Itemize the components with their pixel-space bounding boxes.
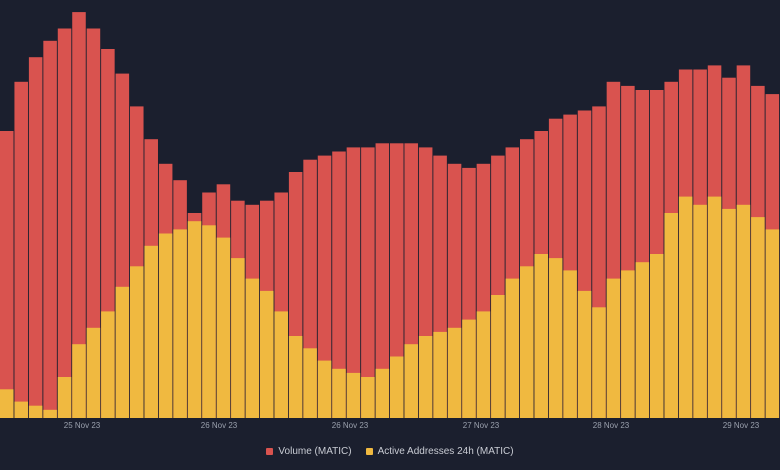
bar-active-addresses bbox=[433, 331, 447, 418]
bar-active-addresses bbox=[476, 311, 491, 418]
bar-active-addresses bbox=[303, 348, 317, 418]
legend-swatch-volume bbox=[266, 448, 274, 455]
x-tick-label: 27 Nov 23 bbox=[463, 421, 500, 430]
bar-active-addresses bbox=[707, 196, 722, 418]
bar-active-addresses bbox=[650, 254, 664, 418]
x-tick-label: 25 Nov 23 bbox=[64, 421, 101, 430]
bar-active-addresses bbox=[548, 258, 563, 418]
bar-volume bbox=[361, 147, 375, 418]
bar-active-addresses bbox=[375, 368, 390, 418]
bar-active-addresses bbox=[86, 327, 101, 418]
bar-active-addresses bbox=[505, 278, 520, 418]
bar-active-addresses bbox=[765, 229, 780, 418]
bar-volume bbox=[28, 57, 43, 418]
bar-active-addresses bbox=[101, 311, 115, 418]
bar-volume bbox=[0, 131, 14, 418]
bar-active-addresses bbox=[693, 204, 707, 418]
bar-active-addresses bbox=[72, 344, 86, 418]
bar-active-addresses bbox=[563, 270, 577, 418]
bar-volume bbox=[317, 155, 332, 418]
bar-active-addresses bbox=[274, 311, 288, 418]
bar-active-addresses bbox=[491, 295, 505, 418]
bar-volume bbox=[14, 81, 28, 419]
bar-active-addresses bbox=[115, 286, 130, 418]
bar-active-addresses bbox=[520, 266, 534, 418]
bar-active-addresses bbox=[260, 290, 274, 418]
bar-active-addresses bbox=[390, 356, 404, 418]
bar-active-addresses bbox=[317, 360, 332, 418]
bar-active-addresses bbox=[332, 368, 346, 418]
x-tick-label: 29 Nov 23 bbox=[723, 421, 760, 430]
bar-active-addresses bbox=[0, 389, 14, 418]
bar-active-addresses bbox=[635, 262, 650, 418]
bar-volume bbox=[346, 147, 361, 418]
bar-active-addresses bbox=[736, 204, 751, 418]
bars-group bbox=[0, 12, 780, 419]
bar-active-addresses bbox=[361, 377, 375, 418]
bar-volume bbox=[43, 40, 57, 419]
bar-active-addresses bbox=[592, 307, 606, 418]
bar-volume bbox=[86, 28, 101, 418]
bar-active-addresses bbox=[577, 290, 592, 418]
legend-swatch-active-addresses bbox=[365, 448, 373, 455]
x-tick-label: 28 Nov 23 bbox=[593, 421, 630, 430]
bar-active-addresses bbox=[346, 372, 361, 418]
bar-active-addresses bbox=[158, 233, 173, 418]
x-tick-label: 26 Nov 23 bbox=[201, 421, 238, 430]
bar-volume bbox=[390, 143, 404, 419]
bar-active-addresses bbox=[621, 270, 635, 418]
bar-volume bbox=[332, 151, 346, 418]
bar-active-addresses bbox=[462, 319, 476, 418]
bar-active-addresses bbox=[130, 266, 144, 418]
legend-item-active-addresses[interactable]: Active Addresses 24h (MATIC) bbox=[365, 446, 514, 457]
bar-active-addresses bbox=[245, 278, 260, 418]
bar-active-addresses bbox=[664, 213, 678, 418]
bar-volume bbox=[72, 12, 86, 418]
legend-item-volume[interactable]: Volume (MATIC) bbox=[266, 446, 352, 457]
bar-active-addresses bbox=[534, 254, 548, 418]
bar-active-addresses bbox=[418, 336, 433, 418]
bar-volume bbox=[375, 143, 390, 419]
bar-active-addresses bbox=[144, 245, 158, 418]
bar-active-addresses bbox=[202, 225, 216, 418]
bar-active-addresses bbox=[231, 258, 245, 418]
bar-active-addresses bbox=[173, 229, 187, 418]
bar-active-addresses bbox=[43, 409, 57, 418]
bar-active-addresses bbox=[288, 336, 303, 418]
bar-active-addresses bbox=[722, 208, 736, 418]
bar-active-addresses bbox=[14, 401, 28, 418]
x-axis-ticks: 25 Nov 23 26 Nov 23 26 Nov 23 27 Nov 23 … bbox=[64, 421, 760, 430]
legend-label-active-addresses: Active Addresses 24h (MATIC) bbox=[377, 446, 514, 457]
bar-active-addresses bbox=[187, 221, 202, 418]
bar-volume bbox=[57, 28, 72, 418]
bar-active-addresses bbox=[28, 405, 43, 418]
bar-active-addresses bbox=[447, 327, 462, 418]
bar-active-addresses bbox=[751, 217, 765, 418]
bar-active-addresses bbox=[606, 278, 621, 418]
bar-active-addresses bbox=[216, 237, 231, 418]
bar-active-addresses bbox=[678, 196, 693, 418]
legend-label-volume: Volume (MATIC) bbox=[278, 446, 352, 457]
bar-active-addresses bbox=[404, 344, 418, 418]
x-tick-label: 26 Nov 23 bbox=[332, 421, 369, 430]
legend: Volume (MATIC) Active Addresses 24h (MAT… bbox=[0, 446, 780, 457]
bar-active-addresses bbox=[57, 377, 72, 418]
